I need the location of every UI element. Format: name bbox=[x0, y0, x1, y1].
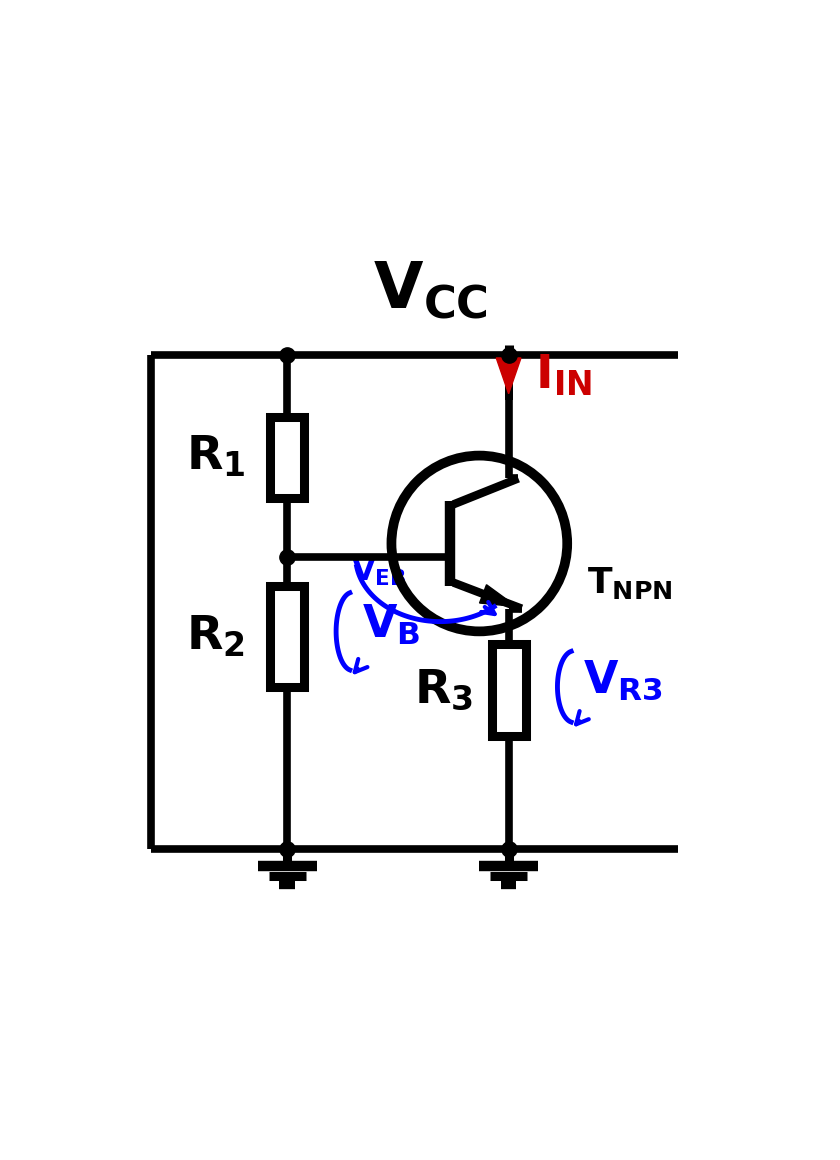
Polygon shape bbox=[480, 585, 517, 607]
Text: $\mathbf{R_1}$: $\mathbf{R_1}$ bbox=[186, 435, 245, 480]
Text: $\mathbf{R_2}$: $\mathbf{R_2}$ bbox=[186, 614, 245, 659]
Bar bbox=[491, 645, 526, 735]
Bar bbox=[270, 586, 304, 687]
Text: $\mathbf{V_B}$: $\mathbf{V_B}$ bbox=[362, 603, 421, 647]
Polygon shape bbox=[496, 358, 521, 393]
Text: $\mathbf{V_{CC}}$: $\mathbf{V_{CC}}$ bbox=[373, 259, 488, 320]
Text: $\mathbf{T_{NPN}}$: $\mathbf{T_{NPN}}$ bbox=[587, 565, 672, 601]
Bar bbox=[270, 416, 304, 498]
Text: $\mathbf{R_3}$: $\mathbf{R_3}$ bbox=[414, 667, 473, 712]
Text: $\mathbf{V_{EB}}$: $\mathbf{V_{EB}}$ bbox=[351, 557, 406, 588]
Text: $\mathbf{V_{R3}}$: $\mathbf{V_{R3}}$ bbox=[584, 659, 664, 702]
Text: $\mathbf{I_{IN}}$: $\mathbf{I_{IN}}$ bbox=[535, 353, 591, 399]
